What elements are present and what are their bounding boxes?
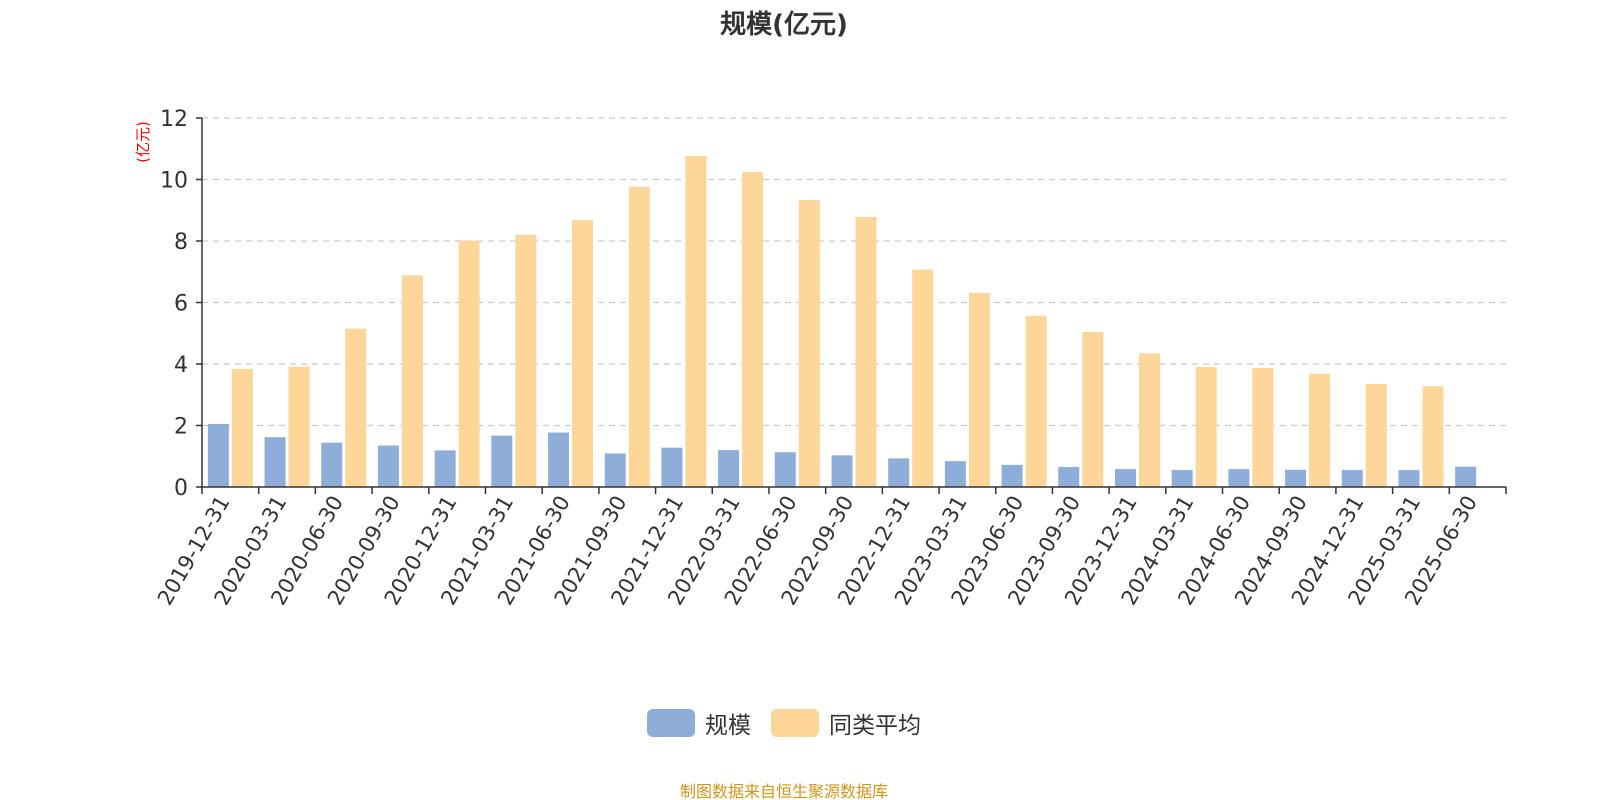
bar-series-1 — [321, 442, 343, 487]
y-tick-label: 4 — [174, 353, 188, 378]
chart-plot-area: 024681012(亿元)2019-12-312020-03-312020-06… — [134, 107, 1507, 609]
bar-series-1 — [1455, 466, 1477, 487]
y-tick-label: 2 — [174, 415, 188, 440]
bar-series-1 — [774, 452, 796, 487]
bar-series-1 — [1058, 467, 1080, 487]
y-tick-label: 6 — [174, 292, 188, 317]
bar-series-1 — [434, 450, 456, 487]
bar-series-2 — [1309, 373, 1331, 487]
bar-series-2 — [1195, 367, 1217, 487]
bar-series-1 — [1114, 469, 1136, 487]
bar-series-2 — [685, 155, 707, 487]
bar-series-1 — [604, 453, 626, 487]
bar-series-2 — [1138, 353, 1160, 487]
legend-label-series-1: 规模 — [705, 713, 751, 739]
bar-series-1 — [1341, 470, 1363, 487]
bar-series-2 — [515, 234, 537, 487]
bar-series-2 — [288, 366, 310, 487]
bar-series-2 — [1082, 332, 1104, 487]
legend-swatch-series-2 — [771, 709, 819, 737]
chart-legend: 规模 同类平均 — [0, 706, 1568, 740]
legend-label-series-2: 同类平均 — [829, 713, 921, 739]
bar-series-1 — [661, 447, 683, 487]
y-tick-label: 8 — [174, 230, 188, 255]
source-note: 制图数据来自恒生聚源数据库 — [679, 782, 888, 800]
bar-series-1 — [1285, 469, 1307, 487]
bar-series-1 — [1171, 470, 1193, 487]
bar-series-2 — [912, 269, 934, 487]
bar-series-1 — [1398, 470, 1420, 487]
bar-series-2 — [1422, 386, 1444, 487]
bar-series-2 — [1252, 367, 1274, 487]
legend-item-series-1[interactable]: 规模 — [647, 706, 751, 740]
bar-series-1 — [1001, 464, 1023, 487]
legend-item-series-2[interactable]: 同类平均 — [771, 706, 921, 740]
bar-series-1 — [491, 435, 513, 487]
bar-series-2 — [742, 172, 764, 487]
bar-series-2 — [1365, 383, 1387, 487]
bar-series-1 — [264, 437, 286, 487]
bar-series-1 — [377, 445, 399, 487]
bar-series-2 — [231, 368, 253, 487]
bar-series-2 — [855, 217, 877, 487]
bar-series-1 — [718, 450, 740, 487]
bar-series-1 — [1228, 469, 1250, 487]
bar-series-2 — [345, 328, 367, 487]
bar-series-2 — [1025, 315, 1047, 487]
bar-series-2 — [628, 186, 650, 487]
bar-series-2 — [968, 292, 990, 487]
y-axis-unit-label: (亿元) — [134, 121, 152, 163]
bar-series-2 — [572, 220, 594, 487]
bar-series-1 — [207, 423, 229, 487]
chart-title: 规模(亿元) — [720, 10, 848, 40]
y-tick-label: 10 — [160, 169, 188, 194]
bar-series-1 — [831, 455, 853, 487]
bar-series-2 — [401, 275, 423, 487]
bar-series-2 — [458, 240, 480, 487]
bar-series-2 — [798, 200, 820, 488]
bar-series-1 — [944, 461, 966, 487]
bar-series-1 — [888, 458, 910, 487]
legend-swatch-series-1 — [647, 709, 695, 737]
y-tick-label: 0 — [174, 476, 188, 501]
bar-series-1 — [548, 432, 570, 487]
y-tick-label: 12 — [160, 107, 188, 132]
